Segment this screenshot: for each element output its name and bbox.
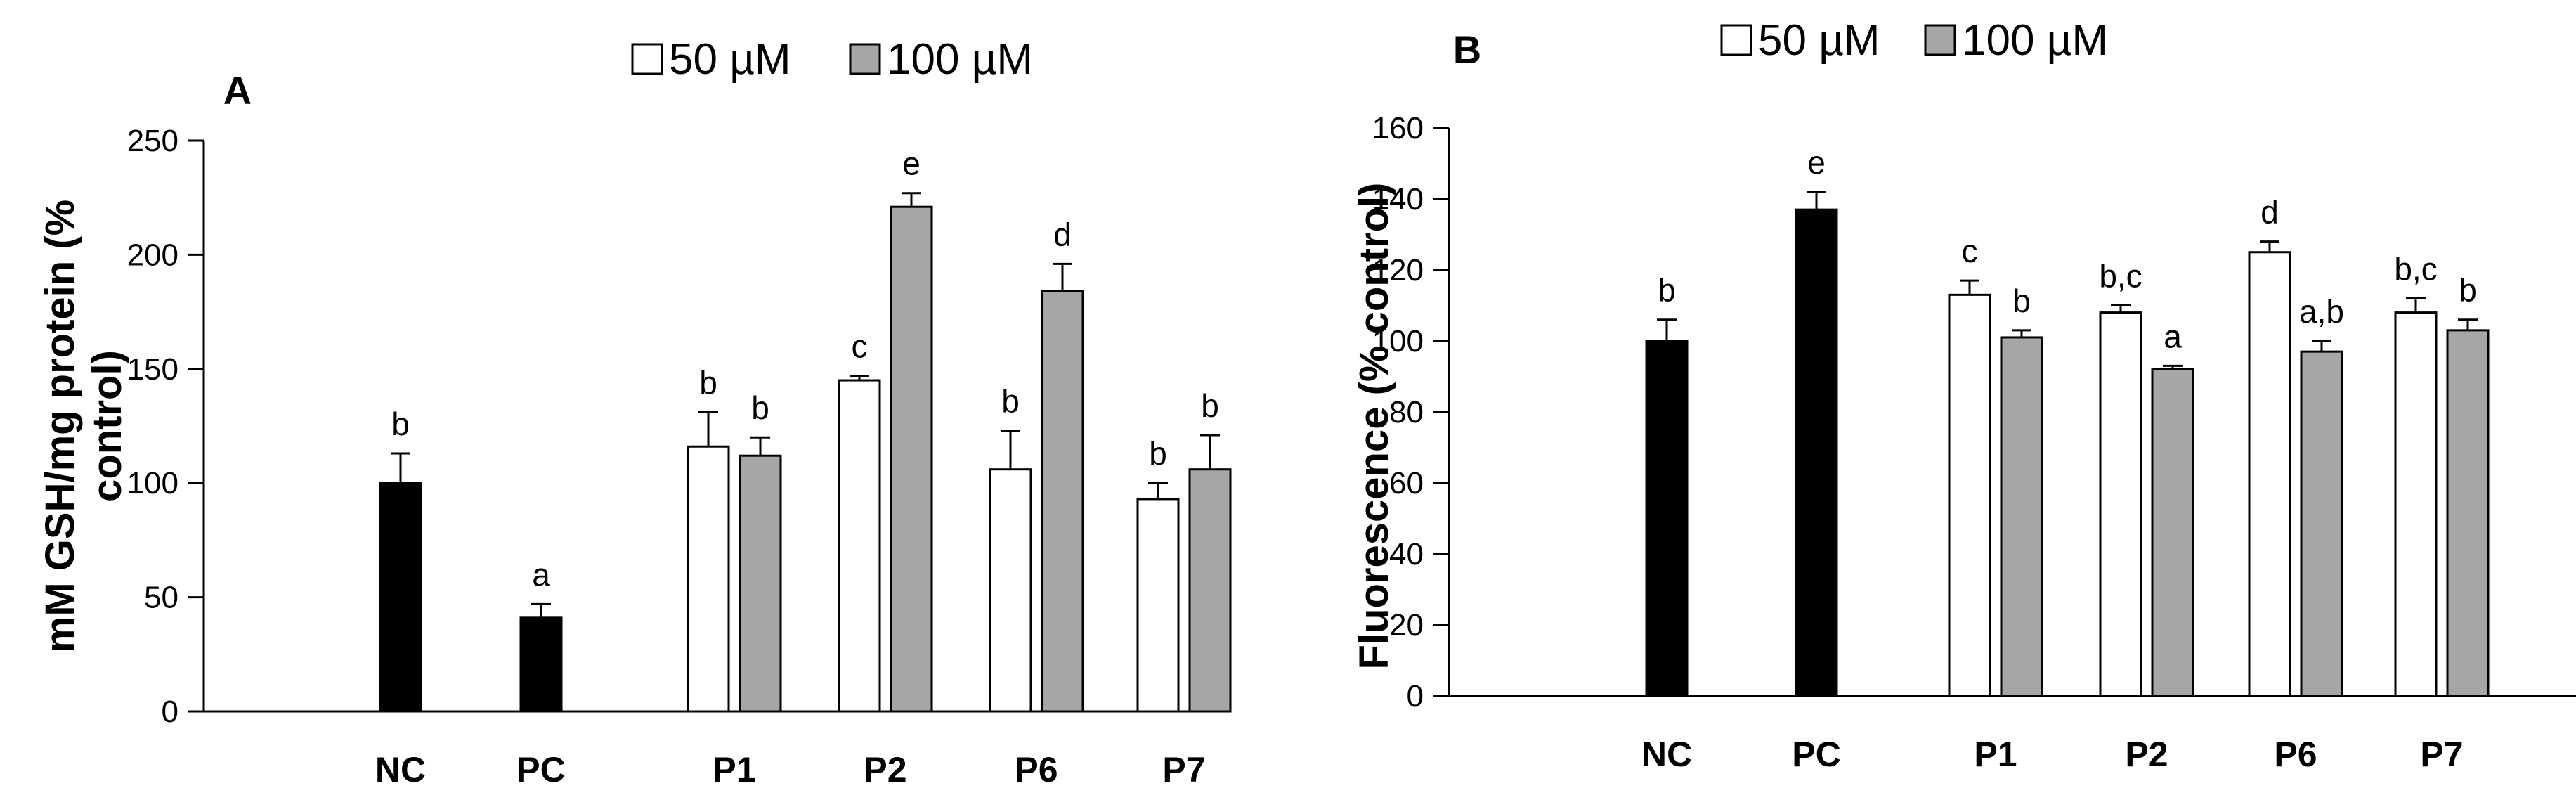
legend-label-100um: 100 µM — [887, 35, 1033, 84]
y-tick-label: 100 — [1372, 324, 1424, 359]
y-axis-label: control) — [84, 350, 130, 502]
bar-pc-control — [1795, 208, 1838, 697]
y-tick-label: 0 — [1407, 679, 1424, 714]
bar-p7-50um — [1136, 498, 1180, 713]
y-axis-label: mM GSH/mg protein (% — [37, 200, 83, 652]
category-label-nc: NC — [1641, 735, 1692, 774]
significance-label: a,b — [2299, 293, 2344, 330]
category-label-nc: NC — [375, 750, 426, 789]
panel-b: 020406080100120140160bNCePCcbP1b,caP2da,… — [1351, 16, 2576, 774]
bar-p1-100um — [2000, 336, 2043, 697]
legend-swatch-50um — [1720, 24, 1752, 56]
significance-label: c — [1962, 233, 1978, 269]
bar-p6-50um — [989, 468, 1032, 713]
category-label-pc: PC — [516, 750, 565, 789]
significance-label: b — [699, 365, 717, 401]
significance-label: e — [902, 146, 921, 182]
significance-label: b — [391, 406, 410, 442]
significance-label: b — [1149, 435, 1167, 472]
y-tick-label: 60 — [1389, 466, 1424, 501]
significance-label: b — [751, 389, 769, 426]
significance-label: b,c — [2394, 250, 2437, 287]
category-label-p7: P7 — [1162, 750, 1205, 789]
bar-p6-100um — [1041, 290, 1084, 713]
panel-letter: A — [223, 68, 252, 112]
category-label-pc: PC — [1792, 735, 1840, 774]
y-tick-label: 250 — [127, 124, 178, 158]
panel-a: 050100150200250bNCaPCbbP1ceP2bdP6bbP7A50… — [37, 35, 1232, 789]
bar-p6-100um — [2300, 350, 2343, 697]
category-label-p1: P1 — [1974, 735, 2017, 774]
bar-p7-50um — [2394, 311, 2438, 697]
significance-label: e — [1807, 144, 1826, 181]
y-tick-label: 50 — [144, 581, 178, 615]
legend-swatch-100um — [1924, 24, 1956, 56]
y-tick-label: 100 — [127, 466, 178, 501]
significance-label: c — [852, 328, 868, 365]
legend-label-100um: 100 µM — [1962, 16, 2108, 65]
y-tick-label: 200 — [127, 238, 178, 272]
bar-p1-100um — [739, 454, 782, 713]
bar-p2-100um — [2151, 368, 2194, 697]
y-tick-label: 120 — [1372, 253, 1424, 288]
significance-label: b — [2459, 272, 2477, 309]
bar-pc-control — [519, 616, 563, 713]
category-label-p2: P2 — [2125, 735, 2168, 774]
y-tick-label: 160 — [1372, 111, 1424, 146]
legend-label-50um: 50 µM — [1758, 16, 1880, 65]
y-tick-label: 20 — [1389, 608, 1424, 643]
significance-label: b — [1658, 272, 1676, 309]
bar-nc-control — [1645, 340, 1689, 697]
category-label-p2: P2 — [864, 750, 906, 789]
bar-p2-50um — [838, 379, 881, 713]
category-label-p6: P6 — [1015, 750, 1058, 789]
y-tick-label: 80 — [1389, 395, 1424, 430]
bar-p2-100um — [890, 205, 933, 713]
significance-label: b — [1201, 387, 1219, 424]
y-tick-label: 140 — [1372, 182, 1424, 217]
y-tick-label: 40 — [1389, 537, 1424, 572]
legend-swatch-50um — [631, 43, 663, 75]
significance-label: a — [532, 556, 550, 593]
bar-p1-50um — [687, 445, 730, 713]
bar-p7-100um — [1188, 468, 1232, 713]
legend-swatch-100um — [849, 43, 881, 75]
bar-p6-50um — [2248, 251, 2291, 697]
category-label-p7: P7 — [2420, 735, 2463, 774]
significance-label: b,c — [2099, 258, 2142, 295]
significance-label: d — [2260, 194, 2279, 231]
category-label-p1: P1 — [713, 750, 755, 789]
legend-label-50um: 50 µM — [669, 35, 791, 84]
significance-label: b — [2012, 283, 2031, 319]
bar-p2-50um — [2099, 311, 2142, 697]
significance-label: b — [1001, 382, 1020, 419]
significance-label: a — [2164, 318, 2182, 354]
y-axis-label: Fluorescence (% control) — [1351, 183, 1397, 670]
y-tick-label: 150 — [127, 352, 178, 387]
bar-p7-100um — [2446, 329, 2490, 697]
significance-label: d — [1053, 216, 1072, 252]
panel-letter: B — [1453, 27, 1481, 72]
y-tick-label: 0 — [162, 695, 178, 729]
category-label-p6: P6 — [2274, 735, 2317, 774]
bar-nc-control — [379, 482, 422, 713]
bar-p1-50um — [1948, 293, 1991, 697]
